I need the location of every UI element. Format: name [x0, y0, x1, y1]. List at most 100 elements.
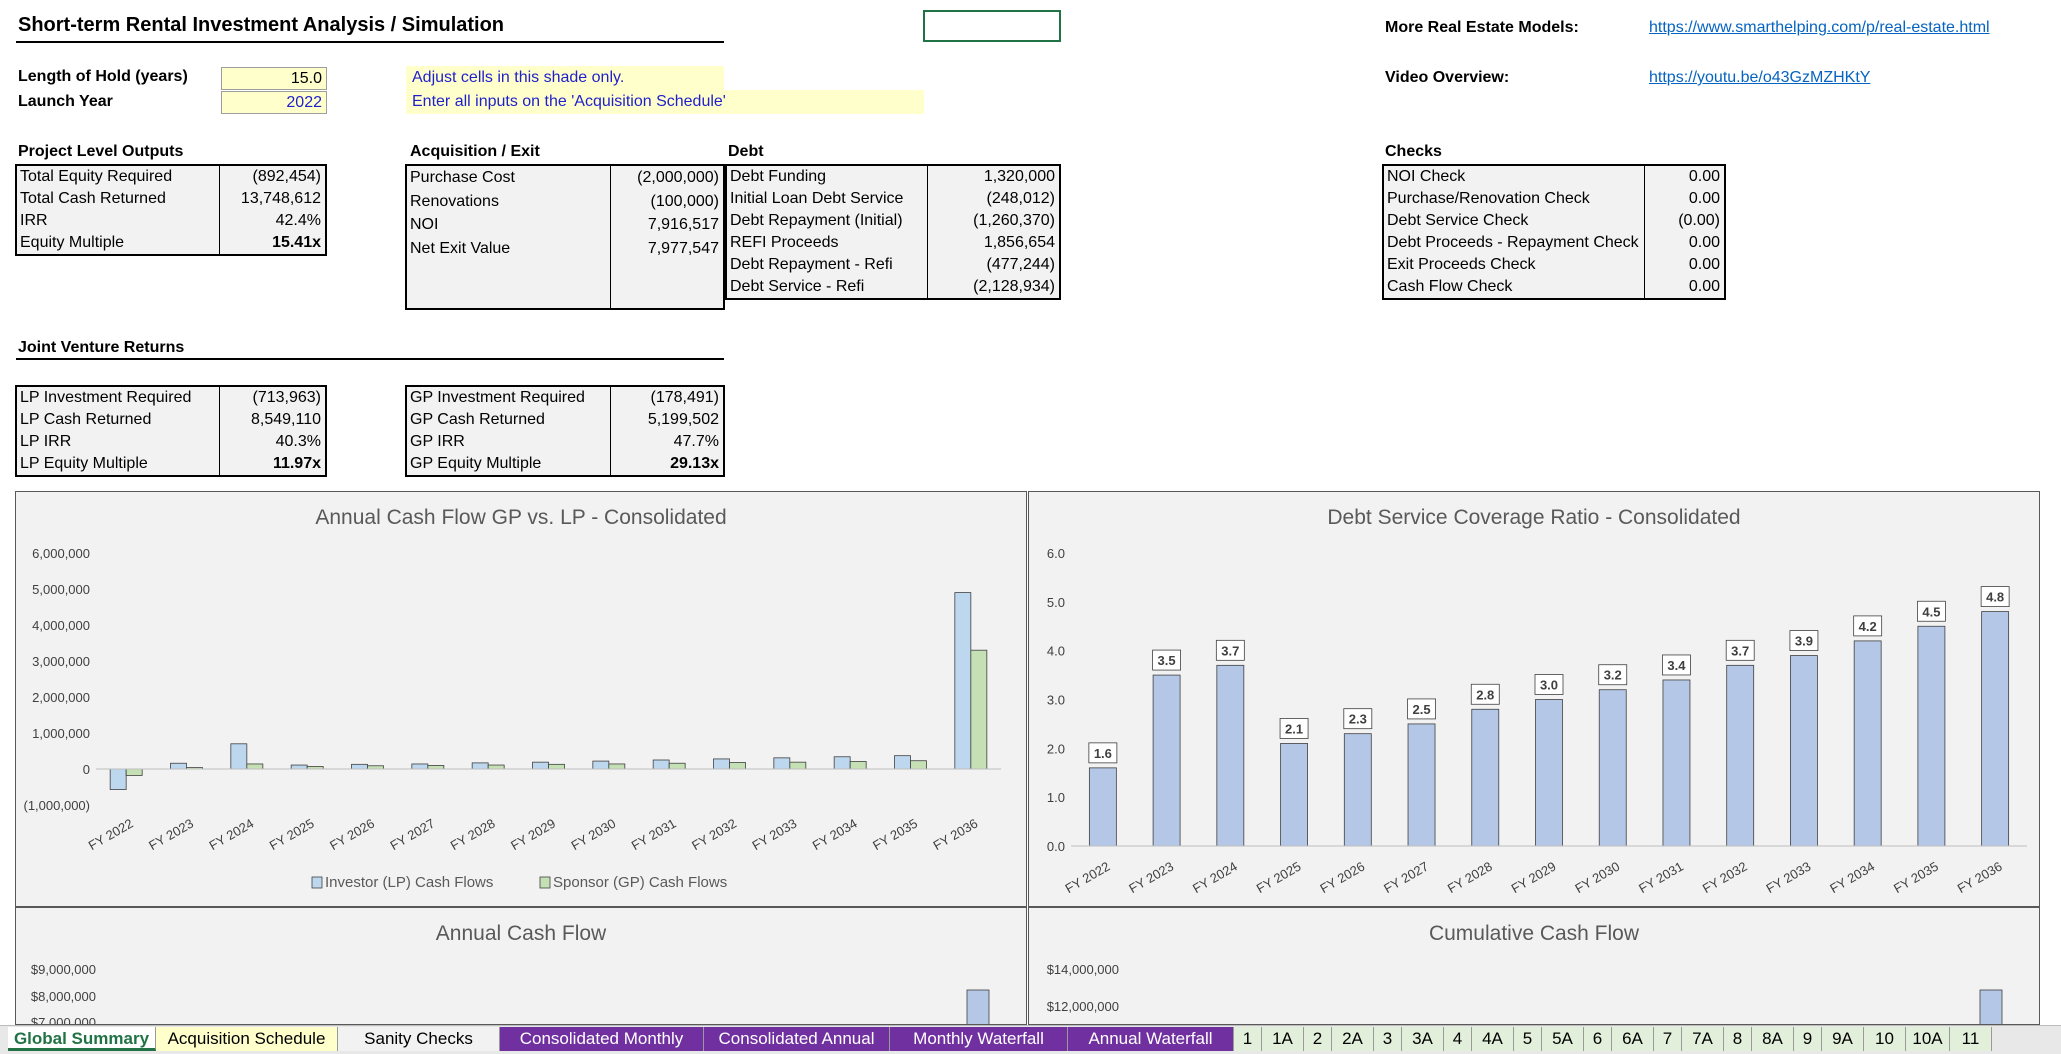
- sheet-tab[interactable]: 10A: [1906, 1027, 1950, 1051]
- sheet-tab[interactable]: 7A: [1682, 1027, 1724, 1051]
- y-tick-label: 2.0: [1047, 741, 1065, 756]
- x-tick-label: FY 2026: [1317, 859, 1367, 896]
- sheet-tab[interactable]: 11: [1950, 1027, 1992, 1051]
- data-label: 4.8: [1986, 590, 2004, 605]
- sheet-tab[interactable]: 1: [1234, 1027, 1262, 1051]
- selected-cell[interactable]: [923, 10, 1061, 42]
- sheet-tab[interactable]: 8: [1724, 1027, 1752, 1051]
- sheet-tab[interactable]: Global Summary: [8, 1027, 156, 1051]
- launch-year-input[interactable]: 2022: [221, 91, 327, 114]
- bar: [652, 759, 670, 770]
- y-tick-label: $8,000,000: [31, 989, 96, 1004]
- bar: [1726, 664, 1755, 847]
- data-label: 4.5: [1922, 604, 1940, 619]
- bar: [894, 755, 911, 770]
- y-tick-label: $9,000,000: [31, 962, 96, 977]
- data-label: 3.0: [1540, 678, 1558, 693]
- sheet-tab[interactable]: 5: [1514, 1027, 1542, 1051]
- sheet-tab[interactable]: 1A: [1262, 1027, 1304, 1051]
- bar: [1917, 625, 1946, 847]
- y-tick-label: 0: [83, 762, 90, 777]
- sheet-tab[interactable]: 3A: [1402, 1027, 1444, 1051]
- y-tick-label: 5,000,000: [32, 582, 90, 597]
- y-tick-label: 2,000,000: [32, 690, 90, 705]
- sheet-tab[interactable]: 5A: [1542, 1027, 1584, 1051]
- sheet-tab[interactable]: 2: [1304, 1027, 1332, 1051]
- data-label-box: [1789, 630, 1819, 651]
- bar: [532, 761, 549, 770]
- y-tick-label: $12,000,000: [1047, 999, 1119, 1014]
- data-label-box: [1343, 708, 1373, 730]
- x-tick-label: FY 2027: [387, 816, 437, 853]
- sheet-tab[interactable]: 2A: [1332, 1027, 1374, 1051]
- bar: [849, 761, 867, 770]
- table-row: Initial Loan Debt Service (248,012): [726, 188, 1060, 210]
- sheet-tab[interactable]: Annual Waterfall: [1068, 1027, 1234, 1051]
- table-row: Debt Service Check (0.00): [1383, 210, 1725, 232]
- table-row: Debt Funding 1,320,000: [726, 165, 1060, 188]
- data-label: 3.9: [1795, 634, 1813, 649]
- sheet-tab[interactable]: Monthly Waterfall: [890, 1027, 1068, 1051]
- project-outputs-table: Total Equity Required (892,454) Total Cas…: [15, 164, 327, 256]
- sheet-tab[interactable]: 6A: [1612, 1027, 1654, 1051]
- sheet-tab[interactable]: Acquisition Schedule: [156, 1027, 338, 1051]
- bar: [1981, 611, 2010, 847]
- chart-dscr[interactable]: Debt Service Coverage Ratio - Consolidat…: [1028, 491, 2040, 907]
- bar: [548, 763, 565, 770]
- chart-cashflow-gp-lp[interactable]: Annual Cash Flow GP vs. LP - Consolidate…: [15, 491, 1027, 907]
- project-outputs-heading: Project Level Outputs: [18, 143, 184, 160]
- table-row: Cash Flow Check 0.00: [1383, 276, 1725, 299]
- bar: [954, 592, 972, 770]
- x-tick-label: FY 2025: [1254, 859, 1304, 896]
- sheet-tab[interactable]: Consolidated Annual: [704, 1027, 890, 1051]
- data-label: 3.7: [1731, 643, 1749, 658]
- debt-table: Debt Funding 1,320,000 Initial Loan Debt …: [725, 164, 1061, 300]
- table-row: LP IRR 40.3%: [16, 431, 326, 453]
- table-row: Renovations (100,000): [406, 189, 724, 214]
- sheet-tab[interactable]: 4A: [1472, 1027, 1514, 1051]
- sheet-tab[interactable]: 3: [1374, 1027, 1402, 1051]
- sheet-tab[interactable]: 9A: [1822, 1027, 1864, 1051]
- sheet-tab[interactable]: Consolidated Monthly: [500, 1027, 704, 1051]
- table-row: [406, 284, 724, 309]
- x-tick-label: FY 2024: [206, 816, 256, 853]
- table-row: Total Cash Returned 13,748,612: [16, 188, 326, 210]
- y-tick-label: 1.0: [1047, 790, 1065, 805]
- x-tick-label: FY 2036: [1955, 859, 2005, 896]
- bar: [487, 764, 505, 770]
- sheet-tab[interactable]: 7: [1654, 1027, 1682, 1051]
- gp-returns-table: GP Investment Required (178,491) GP Cash …: [405, 385, 725, 477]
- bar: [1790, 655, 1818, 847]
- data-label: 2.5: [1412, 702, 1430, 717]
- table-row: LP Investment Required (713,963): [16, 386, 326, 409]
- video-link[interactable]: https://youtu.be/o43GzMZHKtY: [1649, 69, 1871, 86]
- sheet-tab[interactable]: 4: [1444, 1027, 1472, 1051]
- bar: [427, 764, 445, 770]
- bar: [1662, 679, 1691, 847]
- chart-annual-cashflow[interactable]: Annual Cash Flow $9,000,000 $8,000,000 $7,…: [15, 907, 1027, 1025]
- y-tick-label: 4,000,000: [32, 618, 90, 633]
- bar: [1216, 664, 1245, 847]
- table-row: Total Equity Required (892,454): [16, 165, 326, 188]
- bar: [1280, 743, 1308, 847]
- bar: [789, 761, 807, 770]
- bar: [109, 768, 127, 790]
- data-label-box: [1470, 683, 1500, 705]
- table-row: Debt Repayment - Refi (477,244): [726, 254, 1060, 276]
- sheet-tab[interactable]: Sanity Checks: [338, 1027, 500, 1051]
- x-tick-label: FY 2036: [930, 816, 980, 853]
- sheet-tab[interactable]: 10: [1864, 1027, 1906, 1051]
- table-row: GP Equity Multiple 29.13x: [406, 453, 724, 476]
- page-title: Short-term Rental Investment Analysis / …: [18, 14, 505, 36]
- data-label-box: [1088, 742, 1118, 764]
- sheet-tab[interactable]: 8A: [1752, 1027, 1794, 1051]
- chart-cumulative-cashflow[interactable]: Cumulative Cash Flow $14,000,000 $12,000,…: [1028, 907, 2040, 1025]
- bar: [290, 764, 308, 770]
- sheet-tab[interactable]: 9: [1794, 1027, 1822, 1051]
- chart-dscr-plot: 0.0 1.0 2.0 3.0 4.0 5.0 6.0 1.6 FY 2022 3.5 FY 202…: [1047, 546, 2027, 896]
- sheet-tab[interactable]: 6: [1584, 1027, 1612, 1051]
- bar: [668, 762, 686, 770]
- hold-input[interactable]: 15.0: [221, 67, 327, 90]
- more-models-link[interactable]: https://www.smarthelping.com/p/real-esta…: [1649, 19, 1990, 36]
- data-label: 2.8: [1476, 687, 1494, 702]
